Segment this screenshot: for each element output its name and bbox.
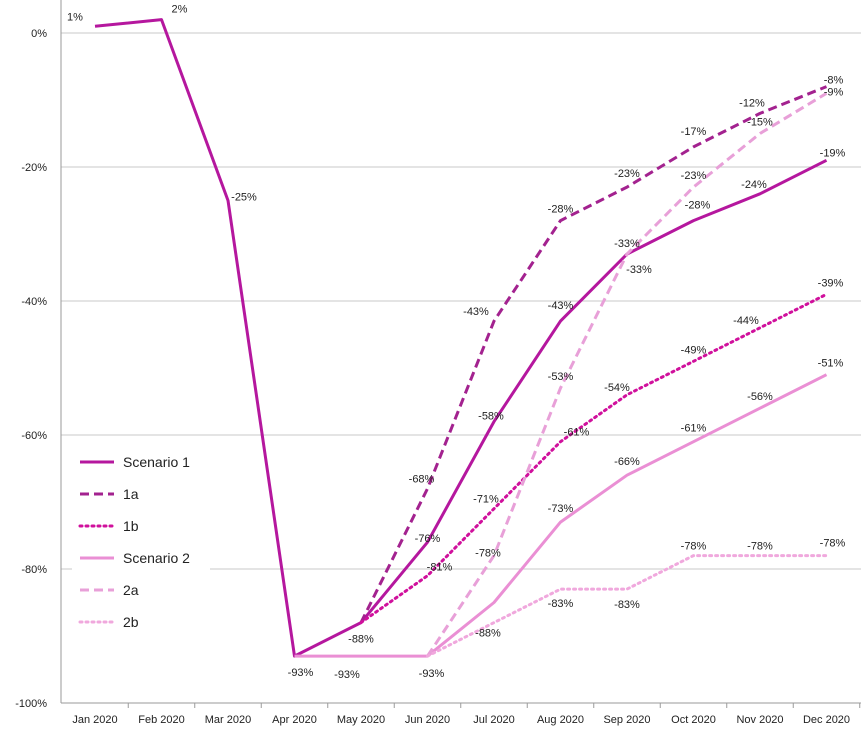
x-tick-label: Feb 2020 (138, 714, 184, 726)
data-label: -12% (739, 97, 765, 109)
data-label: -73% (548, 503, 574, 515)
y-tick-label: -40% (21, 296, 47, 308)
data-label: -78% (475, 548, 501, 560)
legend-label: 2b (123, 614, 139, 630)
data-label: -78% (747, 541, 773, 553)
series-line-1b (359, 292, 828, 625)
x-tick-label: Sep 2020 (603, 714, 650, 726)
data-label: -23% (614, 168, 640, 180)
series-line-scenario-1 (94, 18, 828, 658)
legend-label: 1a (123, 486, 139, 502)
data-label: -15% (747, 117, 773, 129)
data-label: -44% (733, 315, 759, 327)
series-line-scenario-2 (294, 373, 828, 658)
data-label: -93% (334, 669, 360, 681)
data-label: -28% (548, 204, 574, 216)
series-line-1a (359, 85, 828, 624)
y-tick-label: 0% (31, 28, 47, 40)
x-tick-label: Nov 2020 (736, 714, 783, 726)
data-label: -54% (604, 382, 630, 394)
x-tick-label: Dec 2020 (803, 714, 850, 726)
data-label: -19% (820, 147, 846, 159)
data-label: -33% (626, 264, 652, 276)
data-label: -9% (824, 86, 844, 98)
data-label: -8% (824, 75, 844, 87)
data-label: -93% (419, 668, 445, 680)
data-label: -25% (231, 192, 257, 204)
data-label: -58% (478, 411, 504, 423)
series-line-2a (426, 92, 828, 657)
data-label: -93% (288, 667, 314, 679)
data-label: -51% (818, 358, 844, 370)
y-tick-label: -20% (21, 162, 47, 174)
data-label: -76% (415, 533, 441, 545)
data-label: -68% (409, 474, 435, 486)
legend-label: 1b (123, 518, 139, 534)
x-tick-label: Apr 2020 (272, 714, 317, 726)
data-label: -56% (747, 391, 773, 403)
legend-label: Scenario 1 (123, 454, 190, 470)
y-tick-label: -80% (21, 564, 47, 576)
data-label: -81% (427, 562, 453, 574)
legend-box (72, 442, 210, 642)
data-label: -39% (818, 277, 844, 289)
series-line-2b (426, 554, 828, 658)
data-label: 1% (67, 11, 83, 23)
data-label: -78% (820, 538, 846, 550)
data-label: -53% (548, 371, 574, 383)
data-label: -83% (548, 598, 574, 610)
x-tick-label: Jan 2020 (72, 714, 117, 726)
x-tick-label: Jul 2020 (473, 714, 515, 726)
data-label: -23% (681, 170, 707, 182)
y-tick-label: -100% (15, 698, 47, 710)
data-label: -17% (681, 126, 707, 138)
data-label: -71% (473, 494, 499, 506)
legend-label: 2a (123, 582, 139, 598)
data-label: -88% (348, 634, 374, 646)
data-label: -24% (741, 179, 767, 191)
data-label: -83% (614, 599, 640, 611)
legend-label: Scenario 2 (123, 550, 190, 566)
x-tick-label: Aug 2020 (537, 714, 584, 726)
data-label: 2% (172, 4, 188, 16)
data-label: -88% (475, 628, 501, 640)
data-label: -61% (681, 423, 707, 435)
x-tick-label: Oct 2020 (671, 714, 716, 726)
x-tick-label: May 2020 (337, 714, 385, 726)
data-label: -49% (681, 344, 707, 356)
y-tick-label: -60% (21, 430, 47, 442)
data-label: -43% (548, 300, 574, 312)
data-label: -78% (681, 541, 707, 553)
x-tick-label: Jun 2020 (405, 714, 450, 726)
data-label: -43% (463, 306, 489, 318)
x-tick-label: Mar 2020 (205, 714, 251, 726)
data-label: -66% (614, 456, 640, 468)
data-label: -33% (614, 238, 640, 250)
data-label: -61% (564, 427, 590, 439)
data-label: -28% (685, 200, 711, 212)
